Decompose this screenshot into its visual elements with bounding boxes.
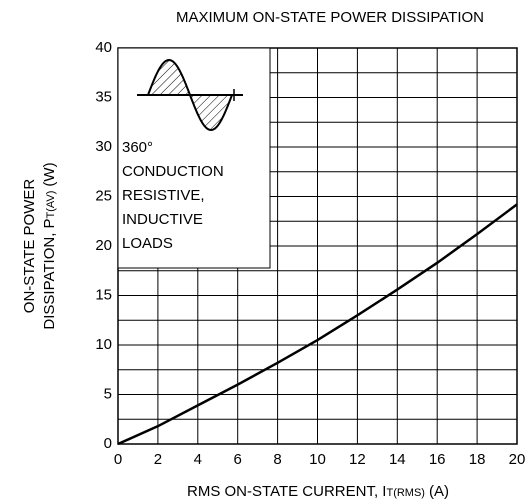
annotation: 360° xyxy=(122,139,153,156)
annotation: INDUCTIVE xyxy=(122,211,203,228)
annotation: RESISTIVE, xyxy=(122,187,205,204)
x-tick-label: 6 xyxy=(234,451,242,468)
annotation: CONDUCTION xyxy=(122,163,224,180)
y-tick-label: 15 xyxy=(95,286,112,303)
y-tick-label: 20 xyxy=(95,237,112,254)
x-axis-label: RMS ON-STATE CURRENT, IT(RMS) (A) xyxy=(187,483,449,500)
x-tick-label: 10 xyxy=(309,451,326,468)
waveform-positive xyxy=(146,58,192,96)
y-tick-label: 5 xyxy=(104,385,112,402)
y-tick-label: 0 xyxy=(104,435,112,452)
x-tick-label: 8 xyxy=(273,451,281,468)
y-axis-label: ON-STATE POWER DISSIPATION, PT(AV)(W) xyxy=(21,162,58,329)
y-axis-label-line: DISSIPATION, PT(AV)(W) xyxy=(41,162,58,329)
inset-box xyxy=(117,47,271,269)
data-line xyxy=(117,203,518,446)
x-tick-label: 16 xyxy=(429,451,446,468)
y-tick-label: 30 xyxy=(95,138,112,155)
x-tick-label: 14 xyxy=(389,451,406,468)
x-tick-label: 18 xyxy=(469,451,486,468)
y-axis-label-line: ON-STATE POWER xyxy=(21,179,38,314)
x-tick-label: 2 xyxy=(154,451,162,468)
x-tick-label: 0 xyxy=(114,451,122,468)
annotation: LOADS xyxy=(122,235,173,252)
x-tick-label: 20 xyxy=(509,451,526,468)
waveform-negative xyxy=(188,94,234,132)
y-tick-label: 40 xyxy=(95,39,112,56)
y-tick-label: 35 xyxy=(95,88,112,105)
y-tick-label: 25 xyxy=(95,187,112,204)
x-tick-label: 4 xyxy=(194,451,202,468)
x-tick-label: 12 xyxy=(349,451,366,468)
chart-title: MAXIMUM ON-STATE POWER DISSIPATION xyxy=(176,9,484,26)
y-tick-label: 10 xyxy=(95,336,112,353)
